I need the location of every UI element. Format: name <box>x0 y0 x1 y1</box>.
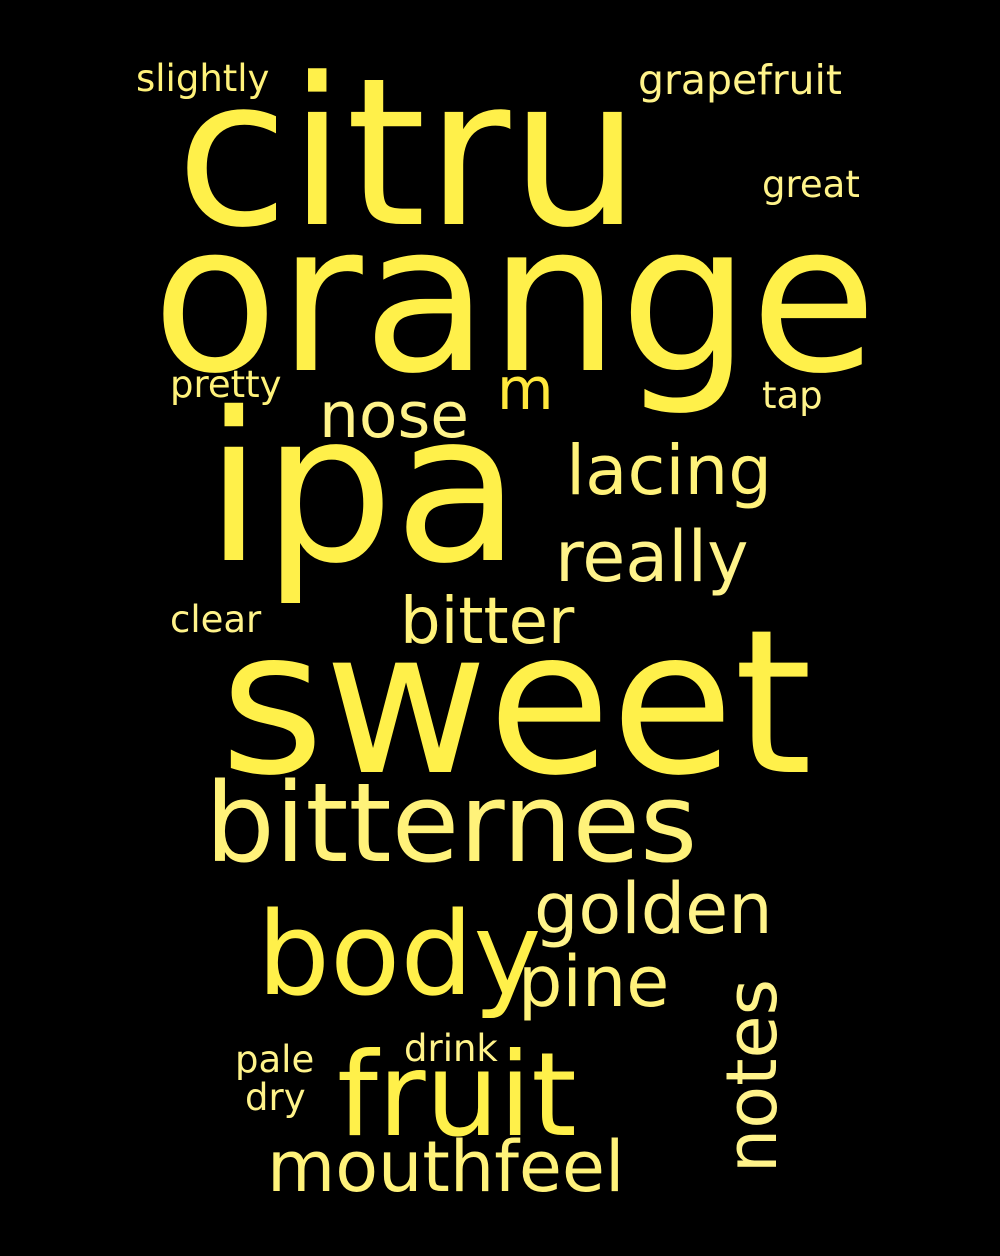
word-golden: golden <box>534 868 773 950</box>
word-lacing: lacing <box>566 431 773 511</box>
word-pine: pine <box>518 941 670 1023</box>
word-really: really <box>555 516 749 598</box>
word-bitternes: bitternes <box>205 759 698 887</box>
word-fruit: fruit <box>337 1028 577 1163</box>
word-bitter: bitter <box>400 585 575 659</box>
word-great: great <box>762 163 860 206</box>
word-m: m <box>497 355 554 423</box>
word-grapefruit: grapefruit <box>638 56 842 104</box>
word-slightly: slightly <box>136 57 270 100</box>
word-sweet: sweet <box>220 587 813 820</box>
word-pale: pale <box>235 1038 315 1081</box>
word-nose: nose <box>319 379 470 452</box>
word-notes: notes <box>711 978 794 1174</box>
word-body: body <box>257 888 542 1022</box>
word-pretty: pretty <box>170 363 282 406</box>
word-drink: drink <box>404 1027 498 1070</box>
word-citru: citru <box>176 35 641 273</box>
word-dry: dry <box>245 1076 306 1119</box>
word-mouthfeel: mouthfeel <box>267 1126 625 1208</box>
word-clear: clear <box>170 598 262 641</box>
word-tap: tap <box>762 374 823 417</box>
word-orange: orange <box>152 179 878 419</box>
word-ipa: ipa <box>205 368 521 609</box>
